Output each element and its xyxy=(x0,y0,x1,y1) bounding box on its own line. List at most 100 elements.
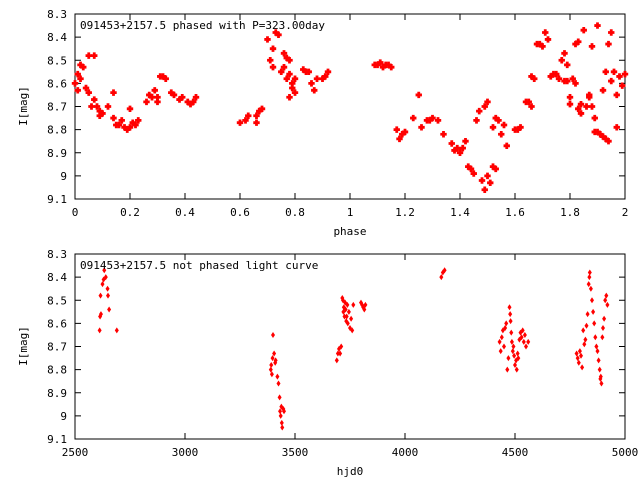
phased-data-point xyxy=(539,43,546,50)
phased-data-point xyxy=(470,170,477,177)
phased-y-tick-label: 8.4 xyxy=(47,31,67,44)
unphased-data-point xyxy=(100,281,105,288)
phased-data-point xyxy=(192,94,200,101)
phased-data-point xyxy=(564,77,571,85)
phased-data-point xyxy=(484,172,491,180)
unphased-plot: 8.3 8.4 8.5 8.6 8.7 8.8 8.9 9 9.1 2500 3000 3500 40… xyxy=(17,248,638,478)
phased-y-tick-label: 9.1 xyxy=(47,193,67,206)
phased-x-tick-label: 1.8 xyxy=(560,206,580,219)
phased-data-point xyxy=(121,124,128,131)
phased-x-tick-label: 1 xyxy=(347,206,354,219)
phased-data-point xyxy=(96,107,103,115)
phased-data-point xyxy=(528,103,535,110)
phased-data-point xyxy=(575,38,582,45)
unphased-data-point xyxy=(114,327,119,334)
unphased-data-point xyxy=(583,336,588,343)
phased-plot-frame xyxy=(74,13,626,200)
unphased-data-point xyxy=(506,355,511,362)
phased-data-point xyxy=(104,103,112,110)
phased-data-point xyxy=(74,70,81,78)
unphased-data-point xyxy=(577,348,582,355)
phased-data-point xyxy=(245,112,252,119)
phased-data-point xyxy=(599,133,607,140)
phased-data-point xyxy=(272,29,279,36)
phased-y-label: I[mag] xyxy=(17,86,30,126)
unphased-data-point xyxy=(509,338,514,345)
phased-data-point xyxy=(124,126,131,133)
phased-data-point xyxy=(418,124,425,131)
phased-data-point xyxy=(126,105,134,113)
phased-data-point xyxy=(481,103,488,110)
phased-data-point xyxy=(575,105,582,113)
unphased-data-point xyxy=(509,329,514,336)
phased-data-point xyxy=(300,66,307,73)
unphased-x-ticks: 2500 3000 3500 4000 4500 5000 xyxy=(62,254,638,459)
phased-data-point xyxy=(159,73,167,80)
phased-y-ticks: 8.3 8.4 8.5 8.6 8.7 8.8 8.9 9 9.1 xyxy=(47,8,625,206)
unphased-data-point xyxy=(585,311,590,318)
unphased-data-point xyxy=(103,274,108,281)
unphased-x-tick-label: 4500 xyxy=(502,446,529,459)
phased-data-point xyxy=(146,91,153,99)
unphased-data-point xyxy=(339,343,344,350)
unphased-x-tick-label: 3000 xyxy=(172,446,199,459)
unphased-y-ticks: 8.3 8.4 8.5 8.6 8.7 8.8 8.9 9 9.1 xyxy=(47,248,625,446)
phased-data-point xyxy=(289,84,296,92)
unphased-data-point xyxy=(268,366,273,373)
phased-data-point xyxy=(577,110,585,117)
unphased-title: 091453+2157.5 not phased light curve xyxy=(80,259,318,272)
phased-data-point xyxy=(498,131,505,138)
unphased-data-point xyxy=(346,308,351,315)
phased-data-point xyxy=(602,68,609,76)
unphased-data-point xyxy=(519,334,524,341)
phased-data-point xyxy=(258,105,266,113)
phased-data-point xyxy=(93,103,101,110)
phased-data-point xyxy=(236,119,244,126)
phased-x-tick-label: 0.4 xyxy=(175,206,195,219)
unphased-data-point xyxy=(98,311,103,318)
phased-data-point xyxy=(503,142,510,150)
unphased-data-point xyxy=(97,327,102,334)
phased-data-point xyxy=(564,61,571,69)
phased-data-point xyxy=(429,114,436,122)
phased-data-point xyxy=(621,70,629,78)
phased-data-point xyxy=(115,121,123,129)
phased-x-tick-label: 0.2 xyxy=(120,206,140,219)
phased-data-point xyxy=(267,57,274,64)
unphased-y-tick-label: 9.1 xyxy=(47,433,67,446)
phased-data-point xyxy=(531,75,538,82)
phased-data-point xyxy=(275,31,282,39)
phased-data-point xyxy=(162,75,169,82)
unphased-data-point xyxy=(597,366,602,373)
unphased-data-point xyxy=(497,338,502,345)
unphased-data-point xyxy=(599,380,604,387)
phased-data-point xyxy=(462,137,469,145)
phased-data-point xyxy=(456,149,464,156)
unphased-data-point xyxy=(594,343,599,350)
phased-data-point xyxy=(126,124,134,131)
unphased-y-tick-label: 8.3 xyxy=(47,248,67,261)
phased-data-point xyxy=(451,147,458,154)
phased-data-point xyxy=(85,89,92,96)
phased-data-point xyxy=(148,94,156,101)
unphased-x-tick-label: 3500 xyxy=(282,446,309,459)
phased-data-point xyxy=(91,96,98,103)
phased-data-point xyxy=(454,144,461,152)
unphased-data-point xyxy=(498,348,503,355)
phased-y-tick-label: 8.7 xyxy=(47,101,67,114)
phased-data-point xyxy=(440,131,447,138)
phased-data-point xyxy=(473,117,480,124)
unphased-data-point xyxy=(442,267,447,274)
phased-data-point xyxy=(289,80,296,87)
unphased-data-point xyxy=(362,306,367,313)
phased-data-point xyxy=(82,84,90,92)
unphased-data-point xyxy=(338,350,343,357)
unphased-data-point xyxy=(598,373,603,380)
phased-data-point xyxy=(495,117,502,124)
phased-data-point xyxy=(608,77,615,85)
unphased-data-point xyxy=(508,318,513,325)
phased-points xyxy=(71,22,629,193)
unphased-data-point xyxy=(439,274,444,281)
unphased-data-point xyxy=(280,424,285,431)
unphased-data-point xyxy=(575,355,580,362)
